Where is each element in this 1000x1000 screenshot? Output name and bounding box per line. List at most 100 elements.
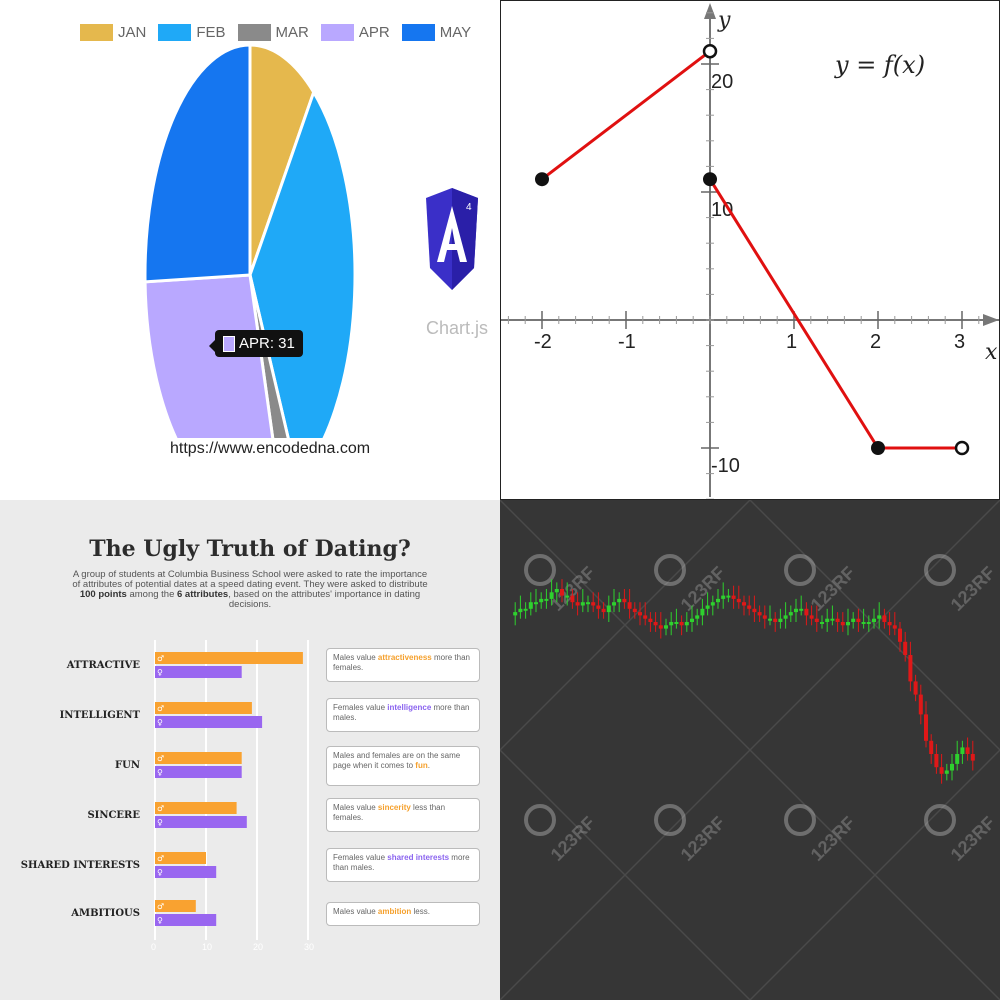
bar-male-intelligent[interactable] [155, 702, 252, 714]
legend-item-mar[interactable]: MAR [237, 24, 309, 41]
bar-female-ambitious[interactable] [155, 914, 217, 926]
candle-body[interactable] [700, 608, 705, 616]
bar-male-attractive[interactable] [155, 652, 303, 664]
candle-body[interactable] [835, 618, 840, 622]
candle-body[interactable] [913, 681, 918, 695]
bar-male-sincere[interactable] [155, 802, 237, 814]
candle-body[interactable] [721, 595, 726, 599]
candle-body[interactable] [679, 622, 684, 626]
candle-body[interactable] [804, 608, 809, 616]
candle-body[interactable] [830, 618, 835, 621]
bar-male-ambitious[interactable] [155, 900, 196, 912]
candle-body[interactable] [705, 605, 710, 609]
candle-body[interactable] [612, 602, 616, 606]
candle-body[interactable] [799, 608, 804, 611]
candle-body[interactable] [549, 592, 554, 599]
candle-body[interactable] [882, 615, 887, 622]
candle-body[interactable] [674, 622, 679, 624]
legend-item-feb[interactable]: FEB [158, 24, 226, 41]
candle-body[interactable] [695, 615, 700, 619]
candle-body[interactable] [950, 763, 954, 771]
bar-female-attractive[interactable] [155, 666, 242, 678]
candle-body[interactable] [846, 622, 850, 626]
bar-female-shared-interests[interactable] [155, 866, 217, 878]
candle-body[interactable] [726, 595, 731, 598]
candle-body[interactable] [518, 608, 523, 613]
candle-body[interactable] [840, 622, 845, 626]
candle-body[interactable] [617, 598, 622, 603]
candle-body[interactable] [544, 598, 549, 601]
candle-body[interactable] [861, 622, 866, 624]
candle-body[interactable] [872, 618, 876, 622]
candle-body[interactable] [908, 655, 913, 682]
bar-female-intelligent[interactable] [155, 716, 263, 728]
candle-body[interactable] [648, 618, 653, 622]
legend-item-apr[interactable]: APR [320, 24, 390, 41]
candle-body[interactable] [710, 602, 715, 606]
candle-body[interactable] [929, 740, 934, 754]
candle-body[interactable] [606, 605, 611, 613]
legend-item-may[interactable]: MAY [401, 24, 471, 41]
candle-body[interactable] [825, 618, 830, 622]
candle-body[interactable] [809, 615, 814, 619]
candle-body[interactable] [742, 602, 746, 606]
candle-body[interactable] [778, 618, 783, 622]
pie-slice-jan[interactable] [248, 43, 316, 276]
candle-body[interactable] [757, 612, 762, 616]
candle-body[interactable] [944, 770, 949, 774]
candle-body[interactable] [586, 602, 590, 605]
candle-body[interactable] [669, 622, 674, 626]
candle-body[interactable] [591, 602, 596, 606]
candle-body[interactable] [658, 625, 663, 629]
legend-item-jan[interactable]: JAN [80, 24, 146, 41]
candle-body[interactable] [736, 598, 741, 603]
candle-body[interactable] [934, 754, 939, 768]
candle-body[interactable] [960, 747, 965, 754]
candle-body[interactable] [768, 618, 772, 621]
candle-body[interactable] [752, 608, 757, 613]
candle-body[interactable] [622, 598, 627, 603]
bar-male-fun[interactable] [155, 752, 242, 764]
bar-female-sincere[interactable] [155, 816, 247, 828]
candle-body[interactable] [632, 608, 637, 613]
pie-slice-may[interactable] [143, 43, 252, 284]
candle-body[interactable] [955, 754, 960, 764]
candle-body[interactable] [601, 608, 606, 613]
candle-body[interactable] [643, 615, 648, 619]
candle-body[interactable] [653, 622, 658, 626]
candle-body[interactable] [877, 615, 882, 619]
candle-body[interactable] [892, 625, 897, 629]
candle-body[interactable] [570, 595, 575, 603]
candle-body[interactable] [523, 608, 528, 611]
candle-body[interactable] [664, 625, 668, 629]
candle-body[interactable] [924, 714, 928, 741]
bar-female-fun[interactable] [155, 766, 242, 778]
candle-body[interactable] [918, 694, 923, 715]
candle-body[interactable] [684, 622, 689, 626]
source-url[interactable]: https://www.encodedna.com [170, 440, 371, 457]
candle-body[interactable] [560, 589, 564, 596]
candle-body[interactable] [851, 618, 856, 622]
candle-body[interactable] [534, 602, 538, 605]
candle-body[interactable] [627, 602, 632, 609]
candle-body[interactable] [716, 598, 720, 603]
candle-body[interactable] [690, 618, 694, 622]
candle-body[interactable] [638, 612, 642, 616]
candle-body[interactable] [513, 612, 518, 616]
candle-body[interactable] [580, 602, 585, 606]
candle-body[interactable] [565, 595, 570, 598]
candle-body[interactable] [596, 605, 601, 609]
candle-body[interactable] [898, 628, 902, 642]
candle-body[interactable] [762, 615, 767, 619]
candle-body[interactable] [539, 598, 544, 603]
candle-body[interactable] [903, 641, 908, 655]
candle-body[interactable] [866, 622, 871, 624]
candle-body[interactable] [528, 602, 533, 609]
candle-body[interactable] [965, 747, 970, 754]
candle-body[interactable] [731, 595, 736, 599]
bar-male-shared-interests[interactable] [155, 852, 206, 864]
pie-slice-apr[interactable] [143, 273, 281, 500]
candle-body[interactable] [939, 767, 944, 774]
candle-body[interactable] [887, 622, 892, 626]
candle-body[interactable] [788, 612, 793, 616]
